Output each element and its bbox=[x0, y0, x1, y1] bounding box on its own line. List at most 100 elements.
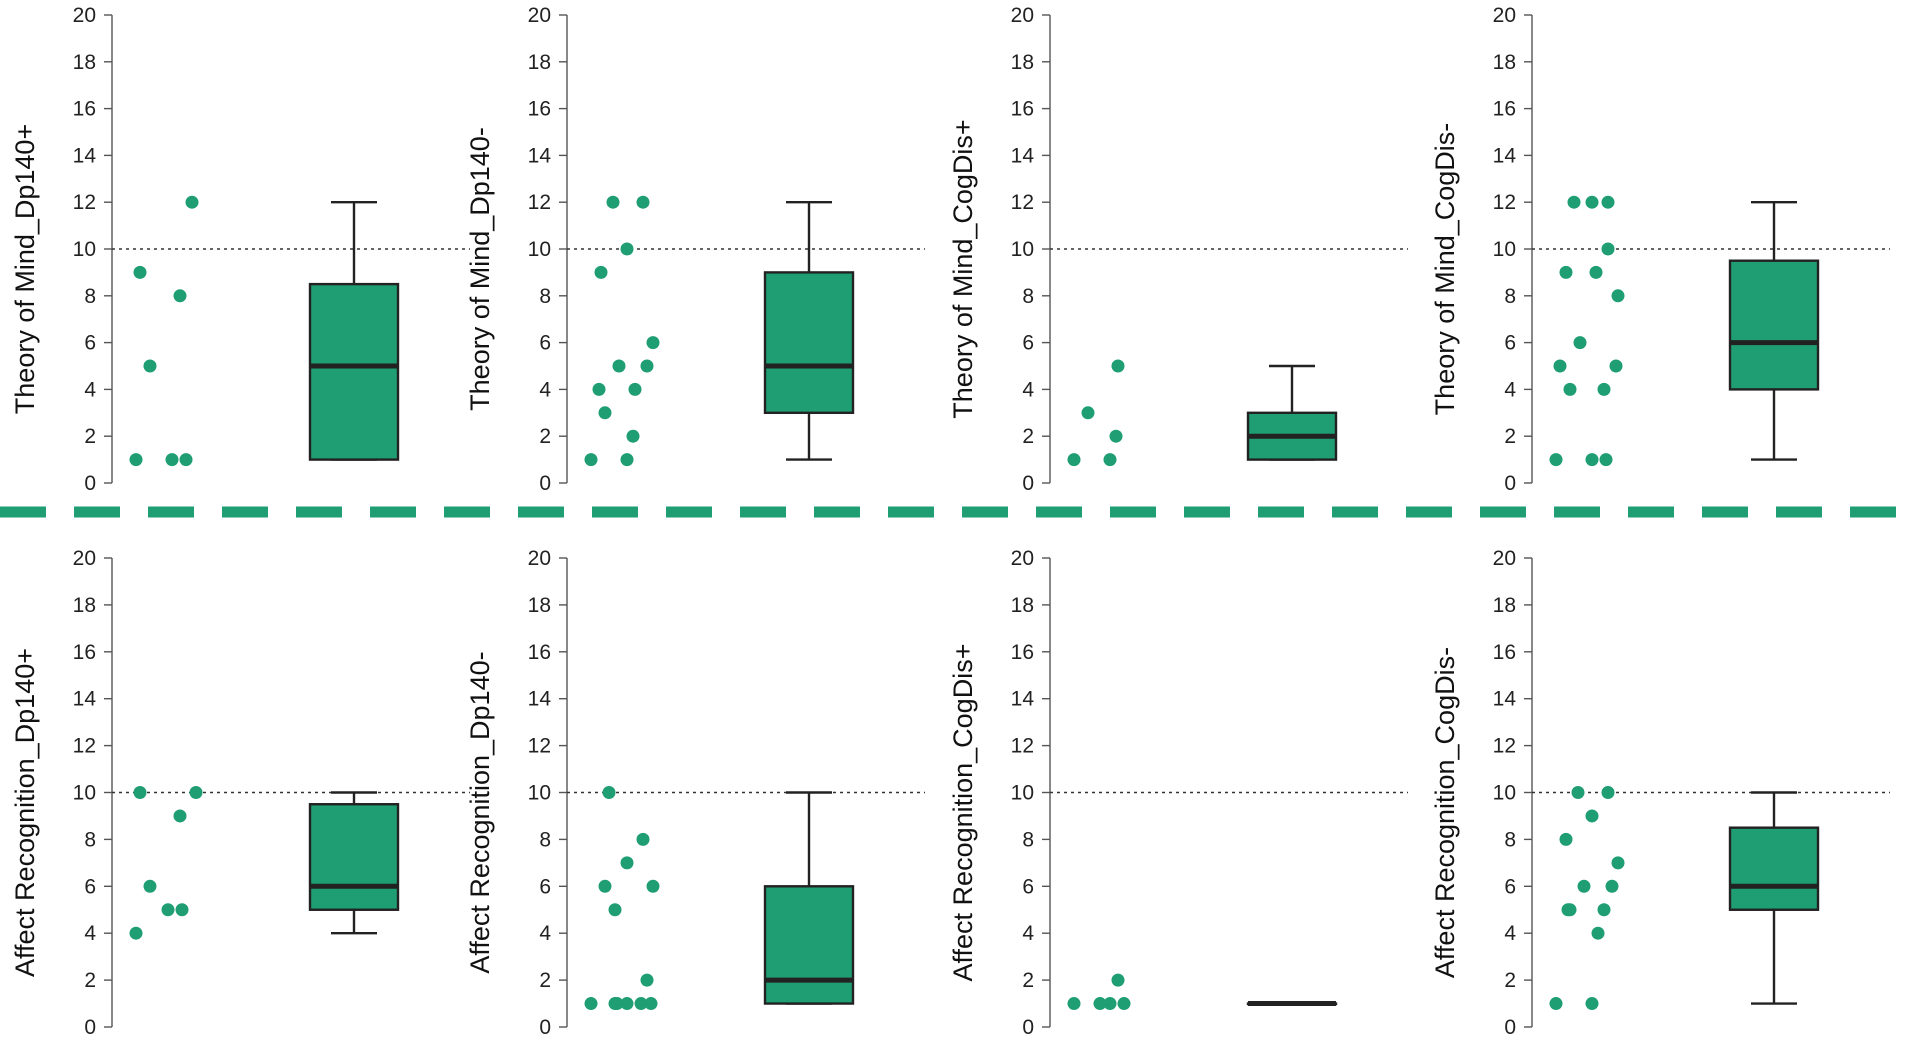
data-point bbox=[143, 879, 157, 893]
y-tick-label: 6 bbox=[1022, 875, 1034, 898]
data-point bbox=[1567, 195, 1581, 209]
y-axis-title: Theory of Mind_CogDis+ bbox=[948, 119, 978, 418]
data-point bbox=[584, 997, 598, 1011]
y-tick-label: 20 bbox=[528, 4, 551, 27]
data-point bbox=[640, 359, 654, 373]
y-tick-label: 20 bbox=[73, 4, 96, 27]
y-tick-label: 12 bbox=[1011, 735, 1034, 758]
data-point bbox=[133, 265, 147, 279]
y-tick-label: 20 bbox=[1493, 4, 1516, 27]
y-tick-label: 12 bbox=[73, 191, 96, 214]
y-axis-title: Theory of Mind_CogDis- bbox=[1430, 123, 1460, 416]
data-point bbox=[1597, 903, 1611, 917]
y-tick-label: 0 bbox=[539, 1016, 551, 1039]
y-tick-label: 18 bbox=[1011, 51, 1034, 74]
y-tick-label: 10 bbox=[73, 782, 96, 805]
y-tick-label: 4 bbox=[84, 378, 96, 401]
data-point bbox=[612, 359, 626, 373]
y-tick-label: 2 bbox=[1504, 969, 1516, 992]
data-point bbox=[1117, 997, 1131, 1011]
iqr-box bbox=[1728, 826, 1820, 911]
y-tick-label: 10 bbox=[1011, 782, 1034, 805]
y-tick-label: 8 bbox=[539, 285, 551, 308]
y-tick-label: 0 bbox=[539, 472, 551, 495]
data-point bbox=[628, 382, 642, 396]
y-tick-label: 18 bbox=[528, 594, 551, 617]
y-tick-label: 16 bbox=[1011, 641, 1034, 664]
data-point bbox=[636, 195, 650, 209]
y-tick-label: 4 bbox=[1504, 378, 1516, 401]
y-axis-title: Theory of Mind_Dp140+ bbox=[10, 124, 40, 414]
y-tick-label: 20 bbox=[528, 547, 551, 570]
y-tick-label: 6 bbox=[84, 875, 96, 898]
chart-panel-8: 0 2 4 6 8 10 12 14 16 18 20 Affect Recognition_CogD… bbox=[1430, 547, 1890, 1039]
y-tick-label: 10 bbox=[528, 782, 551, 805]
y-tick-label: 18 bbox=[1493, 51, 1516, 74]
data-point bbox=[143, 359, 157, 373]
data-point bbox=[1609, 359, 1623, 373]
data-point bbox=[165, 453, 179, 467]
y-tick-label: 14 bbox=[1493, 688, 1517, 711]
iqr-box bbox=[763, 271, 855, 414]
data-point bbox=[1597, 382, 1611, 396]
y-tick-label: 6 bbox=[1504, 875, 1516, 898]
y-tick-label: 14 bbox=[73, 144, 97, 167]
y-tick-label: 0 bbox=[1504, 472, 1516, 495]
chart-panel-3: 0 2 4 6 8 10 12 14 16 18 20 Theory of Mind_CogDis+ bbox=[948, 4, 1408, 495]
y-tick-label: 16 bbox=[73, 98, 96, 121]
chart-panel-6: 0 2 4 6 8 10 12 14 16 18 20 Affect Recognition_Dp14… bbox=[465, 547, 925, 1039]
y-tick-label: 2 bbox=[539, 425, 551, 448]
y-tick-label: 6 bbox=[84, 332, 96, 355]
data-point bbox=[1585, 997, 1599, 1011]
y-tick-label: 2 bbox=[1022, 425, 1034, 448]
data-point bbox=[1585, 809, 1599, 823]
data-point bbox=[1559, 265, 1573, 279]
data-point bbox=[626, 429, 640, 443]
data-point bbox=[620, 856, 634, 870]
y-tick-label: 14 bbox=[1011, 688, 1035, 711]
iqr-box bbox=[1728, 259, 1820, 391]
y-tick-label: 4 bbox=[84, 922, 96, 945]
y-tick-label: 8 bbox=[84, 285, 96, 308]
data-point bbox=[620, 997, 634, 1011]
y-tick-label: 6 bbox=[1504, 332, 1516, 355]
y-tick-label: 0 bbox=[1022, 1016, 1034, 1039]
y-tick-label: 2 bbox=[1022, 969, 1034, 992]
y-tick-label: 6 bbox=[539, 875, 551, 898]
y-tick-label: 20 bbox=[73, 547, 96, 570]
y-tick-label: 14 bbox=[1493, 144, 1517, 167]
y-tick-label: 2 bbox=[84, 969, 96, 992]
y-tick-label: 12 bbox=[1493, 735, 1516, 758]
y-tick-label: 8 bbox=[1504, 285, 1516, 308]
y-tick-label: 12 bbox=[528, 191, 551, 214]
y-axis-title: Affect Recognition_CogDis+ bbox=[948, 644, 978, 982]
y-tick-label: 16 bbox=[1493, 641, 1516, 664]
y-tick-label: 8 bbox=[539, 828, 551, 851]
data-point bbox=[1109, 429, 1123, 443]
y-tick-label: 18 bbox=[1011, 594, 1034, 617]
y-tick-label: 12 bbox=[73, 735, 96, 758]
data-point bbox=[1601, 195, 1615, 209]
y-tick-label: 14 bbox=[1011, 144, 1035, 167]
data-point bbox=[1577, 879, 1591, 893]
y-tick-label: 4 bbox=[539, 922, 551, 945]
data-point bbox=[1093, 997, 1107, 1011]
data-point bbox=[179, 453, 193, 467]
y-tick-label: 8 bbox=[1504, 828, 1516, 851]
y-tick-label: 10 bbox=[73, 238, 96, 261]
y-tick-label: 18 bbox=[73, 51, 96, 74]
data-point bbox=[1103, 453, 1117, 467]
data-point bbox=[636, 832, 650, 846]
data-point bbox=[640, 973, 654, 987]
data-point bbox=[1599, 453, 1613, 467]
data-point bbox=[1591, 926, 1605, 940]
iqr-box bbox=[763, 885, 855, 1005]
data-point bbox=[608, 903, 622, 917]
y-tick-label: 10 bbox=[1493, 782, 1516, 805]
data-point bbox=[1605, 879, 1619, 893]
data-point bbox=[1563, 382, 1577, 396]
y-tick-label: 6 bbox=[1022, 332, 1034, 355]
data-point bbox=[185, 195, 199, 209]
y-tick-label: 10 bbox=[528, 238, 551, 261]
data-point bbox=[594, 265, 608, 279]
